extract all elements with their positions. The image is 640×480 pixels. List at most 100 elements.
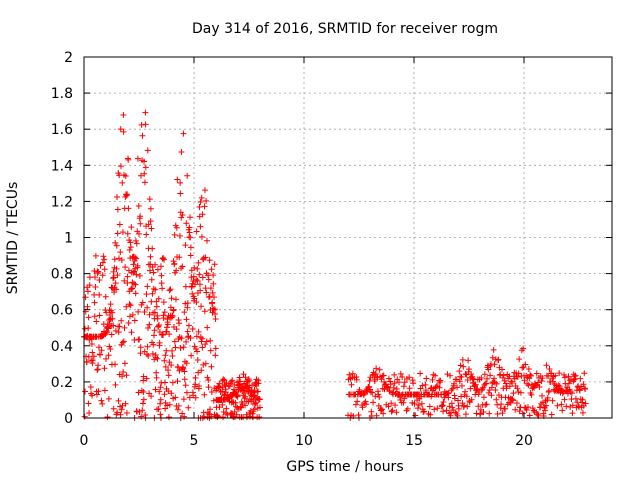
- data-point: [179, 263, 186, 270]
- data-point: [367, 386, 373, 393]
- data-point: [157, 384, 164, 391]
- data-point: [399, 374, 406, 381]
- data-point: [563, 403, 570, 410]
- data-point: [156, 339, 163, 346]
- data-point: [86, 274, 93, 281]
- data-point: [173, 326, 180, 333]
- data-point: [121, 324, 128, 331]
- data-point: [515, 370, 522, 377]
- data-point: [234, 392, 241, 399]
- data-point: [406, 374, 413, 381]
- data-point: [372, 393, 379, 400]
- data-point: [539, 392, 546, 399]
- data-point: [480, 384, 487, 391]
- data-point: [112, 327, 119, 334]
- data-point: [192, 394, 199, 401]
- data-point: [393, 409, 400, 416]
- data-point: [212, 345, 219, 352]
- data-point: [98, 347, 105, 354]
- data-point: [84, 288, 91, 295]
- data-point: [255, 380, 262, 387]
- data-point: [222, 389, 229, 396]
- data-point: [91, 313, 98, 320]
- data-point: [212, 352, 219, 359]
- data-point: [133, 240, 140, 247]
- data-point: [174, 378, 181, 385]
- data-point: [174, 176, 181, 183]
- data-point: [97, 351, 104, 358]
- data-point: [109, 315, 116, 322]
- data-point: [165, 414, 172, 421]
- data-point: [554, 402, 561, 409]
- data-point: [253, 399, 260, 406]
- data-point: [252, 400, 259, 407]
- data-point: [211, 261, 218, 268]
- data-point: [180, 365, 187, 372]
- data-point: [168, 390, 175, 397]
- data-point: [160, 299, 167, 306]
- data-point: [415, 402, 422, 409]
- data-point: [142, 121, 149, 128]
- y-tick-label: 2: [64, 50, 73, 66]
- data-point: [363, 401, 370, 408]
- data-point: [141, 158, 148, 165]
- data-point: [385, 403, 392, 410]
- data-point: [189, 290, 196, 297]
- data-point: [168, 362, 175, 369]
- data-point: [432, 372, 439, 379]
- data-point: [95, 268, 102, 275]
- data-point: [146, 311, 153, 318]
- data-point: [149, 350, 156, 357]
- data-point: [95, 388, 102, 395]
- data-point: [114, 194, 120, 201]
- data-point: [549, 397, 556, 404]
- data-point: [193, 299, 200, 306]
- data-point: [195, 328, 202, 335]
- data-point: [127, 302, 134, 309]
- data-point: [569, 410, 576, 417]
- data-point: [98, 397, 105, 404]
- data-point: [146, 196, 153, 203]
- data-point: [533, 370, 540, 377]
- data-point: [181, 376, 188, 383]
- data-point: [94, 366, 101, 373]
- data-point: [99, 272, 106, 279]
- data-point: [546, 387, 553, 394]
- data-point: [140, 373, 147, 380]
- data-point: [196, 383, 203, 390]
- data-point: [161, 256, 168, 263]
- data-point: [187, 214, 194, 221]
- data-point: [117, 411, 124, 418]
- data-point: [187, 244, 194, 251]
- data-point: [104, 414, 111, 421]
- data-point: [93, 318, 100, 325]
- data-point: [401, 379, 408, 386]
- data-point: [166, 287, 173, 294]
- data-point: [85, 400, 92, 407]
- data-point: [112, 361, 119, 368]
- data-point: [576, 387, 583, 394]
- data-point: [186, 394, 193, 401]
- data-point: [491, 361, 498, 368]
- data-point: [147, 267, 153, 274]
- data-point: [183, 389, 190, 396]
- data-point: [158, 263, 164, 270]
- data-point: [184, 172, 191, 179]
- data-point: [489, 354, 496, 361]
- data-point: [374, 374, 381, 381]
- data-point: [451, 380, 458, 387]
- data-point: [488, 392, 495, 399]
- data-point: [85, 314, 92, 321]
- data-point: [455, 405, 462, 412]
- data-point: [158, 280, 165, 287]
- data-point: [396, 379, 403, 386]
- data-point: [137, 172, 144, 179]
- data-point: [130, 261, 137, 268]
- y-tick-label: 0.6: [51, 303, 73, 319]
- data-point: [440, 398, 447, 405]
- data-point: [451, 395, 458, 402]
- data-point: [107, 345, 114, 352]
- data-point: [535, 379, 542, 386]
- data-point: [203, 289, 210, 296]
- data-point: [134, 262, 141, 269]
